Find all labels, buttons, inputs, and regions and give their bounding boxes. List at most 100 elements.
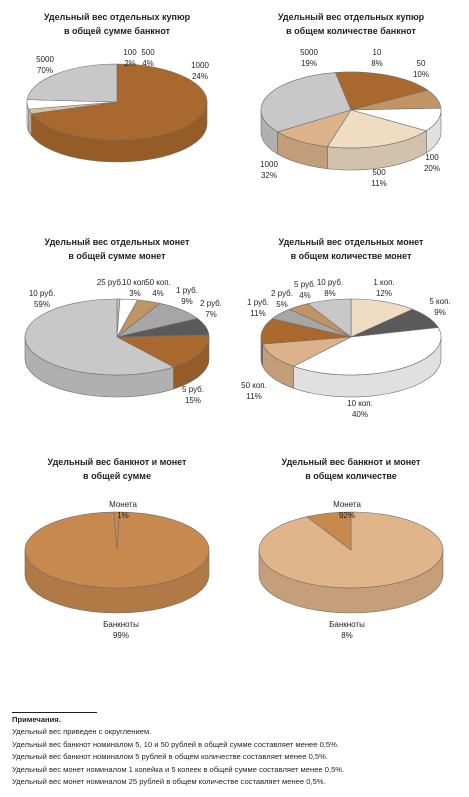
chart-coins-count: Удельный вес отдельных монет в общем кол… bbox=[234, 225, 468, 485]
slice-label: 10 руб. bbox=[29, 289, 55, 298]
note-line: Удельный вес монет номиналом 25 рублей в… bbox=[12, 777, 326, 787]
slice-percent-label: 11% bbox=[371, 179, 386, 188]
slice-label: 5000 bbox=[300, 48, 318, 57]
slice-percent-label: 9% bbox=[434, 308, 446, 317]
pie-slice bbox=[26, 63, 118, 103]
slice-percent-label: 8% bbox=[341, 631, 353, 640]
chart-coins-sum: Удельный вес отдельных монет в общей сум… bbox=[0, 225, 234, 485]
note-line: Удельный вес монет номиналом 1 копейка и… bbox=[12, 764, 345, 774]
pie-slice bbox=[334, 71, 429, 111]
pie-slice bbox=[24, 511, 210, 589]
slice-label: 50 коп. bbox=[145, 278, 171, 287]
slice-percent-label: 32% bbox=[261, 171, 277, 180]
slice-label: 1 руб. bbox=[176, 286, 198, 295]
slice-percent-label: 99% bbox=[113, 631, 129, 640]
slice-label: 25 руб. bbox=[97, 278, 123, 287]
chart-title: Удельный вес отдельных монет в общей сум… bbox=[44, 237, 190, 261]
slice-percent-label: 5% bbox=[276, 300, 288, 309]
pie-group: Монета 92% Банкноты 8% bbox=[258, 500, 444, 640]
slice-percent-label: 4% bbox=[142, 59, 154, 68]
slice-label: Банкноты bbox=[329, 620, 365, 629]
chart-banknotes-coins-count: Удельный вес банкнот и монет в общем кол… bbox=[234, 445, 468, 705]
slice-label: 2 руб. bbox=[200, 299, 222, 308]
pie-slice bbox=[292, 327, 442, 376]
note-line: Удельный вес приведен с округлением. bbox=[12, 727, 152, 737]
slice-percent-label: 15% bbox=[185, 396, 201, 405]
slice-percent-label: 59% bbox=[34, 300, 50, 309]
slice-percent-label: 19% bbox=[301, 59, 317, 68]
slice-label: 50 bbox=[417, 59, 426, 68]
slice-label: 10 коп. bbox=[122, 278, 148, 287]
slice-percent-label: 70% bbox=[37, 66, 53, 75]
slice-label: 1 руб. bbox=[247, 298, 269, 307]
pie-slice bbox=[326, 109, 428, 149]
slice-label: 5000 bbox=[36, 55, 54, 64]
slice-percent-label: 4% bbox=[152, 289, 164, 298]
slice-percent-label: 8% bbox=[371, 59, 383, 68]
pie-slice bbox=[24, 298, 175, 376]
pie-group: 5000 70% 100 2% 500 4% 1000 24% bbox=[26, 48, 209, 163]
slice-percent-label: 1% bbox=[117, 511, 129, 520]
notes-heading: Примечания. bbox=[12, 715, 61, 724]
chart-banknotes-count: Удельный вес отдельных купюр в общем кол… bbox=[234, 0, 468, 260]
slice-label: 10 руб. bbox=[317, 278, 343, 287]
slice-percent-label: 11% bbox=[250, 309, 265, 318]
slice-label: 100 bbox=[425, 153, 439, 162]
notes-divider bbox=[12, 712, 97, 713]
pie-chart-svg: Монета 1% Банкноты 99% bbox=[24, 500, 210, 640]
pie-chart-svg: 5000 70% 100 2% 500 4% 1000 24% bbox=[26, 48, 209, 163]
pie-slice bbox=[306, 298, 352, 338]
pie-slice bbox=[30, 63, 208, 141]
pie-chart-svg: Монета 92% Банкноты 8% bbox=[258, 500, 444, 640]
slice-label: 50 коп. bbox=[241, 381, 267, 390]
slice-label: 500 bbox=[372, 168, 386, 177]
pie-group: 1 коп. 12% 5 коп. 9% 10 коп. 40% 50 коп. 11% 1 р… bbox=[241, 278, 450, 419]
slice-percent-label: 20% bbox=[424, 164, 440, 173]
chart-title: Удельный вес отдельных купюр в общей сум… bbox=[43, 12, 191, 36]
chart-banknotes-sum: Удельный вес отдельных купюр в общей сум… bbox=[0, 0, 234, 260]
slice-label: 1000 bbox=[260, 160, 278, 169]
chart-banknotes-coins-sum: Удельный вес банкнот и монет в общей сум… bbox=[0, 445, 234, 705]
slice-percent-label: 92% bbox=[339, 511, 355, 520]
slice-label: 1000 bbox=[191, 61, 209, 70]
slice-percent-label: 11% bbox=[246, 392, 261, 401]
pie-group: 5000 19% 10 8% 50 10% 100 20% 500 11% 1000 32% bbox=[260, 48, 442, 188]
slice-label: 5 руб. bbox=[294, 280, 316, 289]
slice-percent-label: 4% bbox=[299, 291, 311, 300]
notes: Примечания. Удельный вес приведен с окру… bbox=[12, 714, 462, 788]
slice-percent-label: 3% bbox=[129, 289, 141, 298]
slice-label: 5 коп. bbox=[429, 297, 450, 306]
slice-percent-label: 7% bbox=[205, 310, 217, 319]
slice-label: 1 коп. bbox=[373, 278, 394, 287]
pie-slice bbox=[350, 298, 414, 338]
pie-slice bbox=[115, 334, 210, 368]
chart-title: Удельный вес отдельных монет в общем кол… bbox=[278, 237, 424, 261]
pie-slice bbox=[260, 72, 352, 133]
slice-label: 2 руб. bbox=[271, 289, 293, 298]
slice-label: Банкноты bbox=[103, 620, 139, 629]
slice-label: Монета bbox=[333, 500, 361, 509]
pie-chart-svg: 5000 19% 10 8% 50 10% 100 20% 500 11% 1000 32% bbox=[260, 48, 442, 188]
slice-label: 10 bbox=[373, 48, 382, 57]
slice-label: 5 руб. bbox=[182, 385, 204, 394]
slice-label: Монета bbox=[109, 500, 137, 509]
note-line: Удельный вес банкнот номиналом 5 рублей … bbox=[12, 752, 328, 762]
slice-percent-label: 12% bbox=[376, 289, 392, 298]
note-line: Удельный вес банкнот номиналом 5, 10 и 5… bbox=[12, 739, 339, 749]
slice-label: 100 bbox=[123, 48, 137, 57]
slice-label: 10 коп. bbox=[347, 399, 373, 408]
slice-percent-label: 10% bbox=[413, 70, 429, 79]
slice-percent-label: 24% bbox=[192, 72, 208, 81]
pie-chart-svg: 1 коп. 12% 5 коп. 9% 10 коп. 40% 50 коп. 11% 1 р… bbox=[241, 278, 450, 419]
pie-group: Монета 1% Банкноты 99% bbox=[24, 500, 210, 640]
slice-percent-label: 9% bbox=[181, 297, 193, 306]
chart-title: Удельный вес банкнот и монет в общем кол… bbox=[281, 457, 421, 481]
slice-label: 500 bbox=[141, 48, 155, 57]
pie-slice bbox=[305, 511, 352, 551]
slice-percent-label: 40% bbox=[352, 410, 368, 419]
pie-group: 25 руб.10 коп. 3% 50 коп. 4% 1 руб. 9% 2 руб. 7… bbox=[24, 278, 222, 405]
slice-percent-label: 2% bbox=[124, 59, 136, 68]
chart-title: Удельный вес отдельных купюр в общем кол… bbox=[277, 12, 425, 36]
chart-title: Удельный вес банкнот и монет в общей сум… bbox=[47, 457, 187, 481]
pie-chart-svg: 25 руб.10 коп. 3% 50 коп. 4% 1 руб. 9% 2 руб. 7… bbox=[24, 278, 222, 405]
